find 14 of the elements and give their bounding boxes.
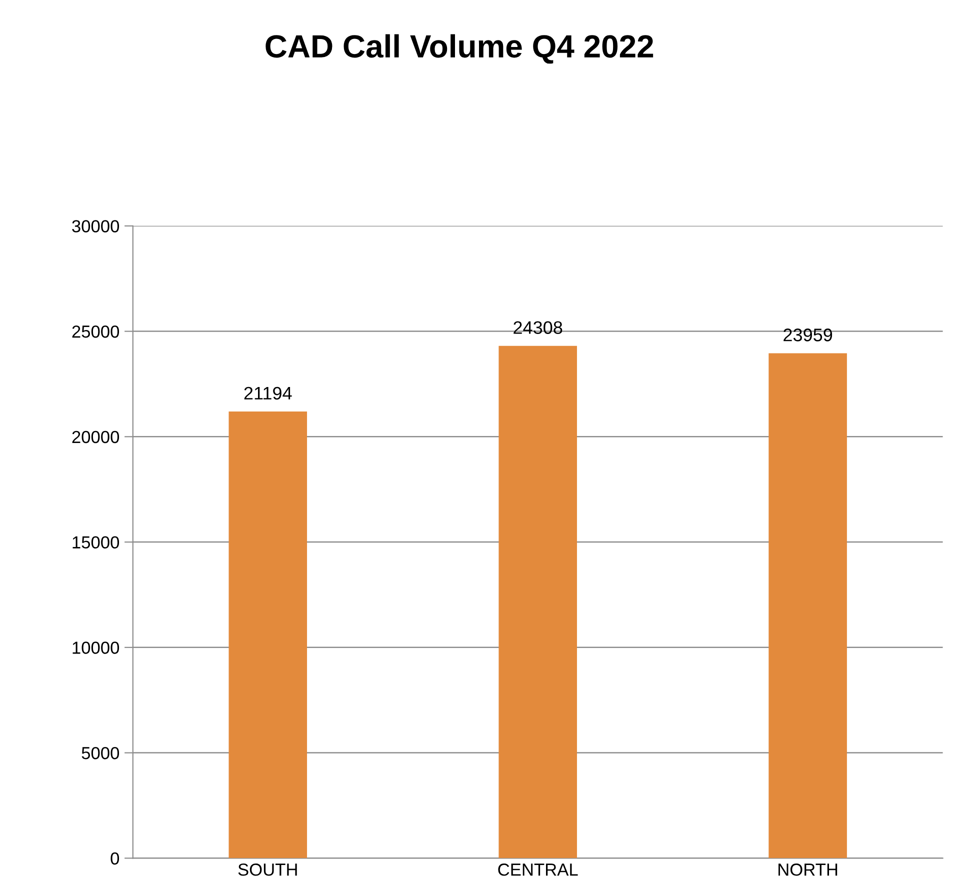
chart-title: CAD Call Volume Q4 2022 [266, 34, 654, 64]
y-tick-label: 15000 [72, 536, 120, 549]
y-tick-label: 10000 [72, 642, 120, 654]
y-tick-label: 25000 [72, 325, 120, 338]
data-label: 24308 [514, 321, 562, 334]
x-tick-label: CENTRAL [498, 863, 578, 876]
data-label: 21194 [244, 386, 292, 400]
y-tick-label: 0 [110, 852, 120, 865]
y-tick-label: 20000 [72, 430, 120, 444]
data-label: 23959 [784, 328, 832, 342]
x-tick-label: NORTH [778, 863, 838, 876]
y-tick-label: 5000 [82, 746, 120, 760]
x-tick-label: SOUTH [238, 863, 297, 876]
y-tick-label: 30000 [72, 220, 120, 232]
